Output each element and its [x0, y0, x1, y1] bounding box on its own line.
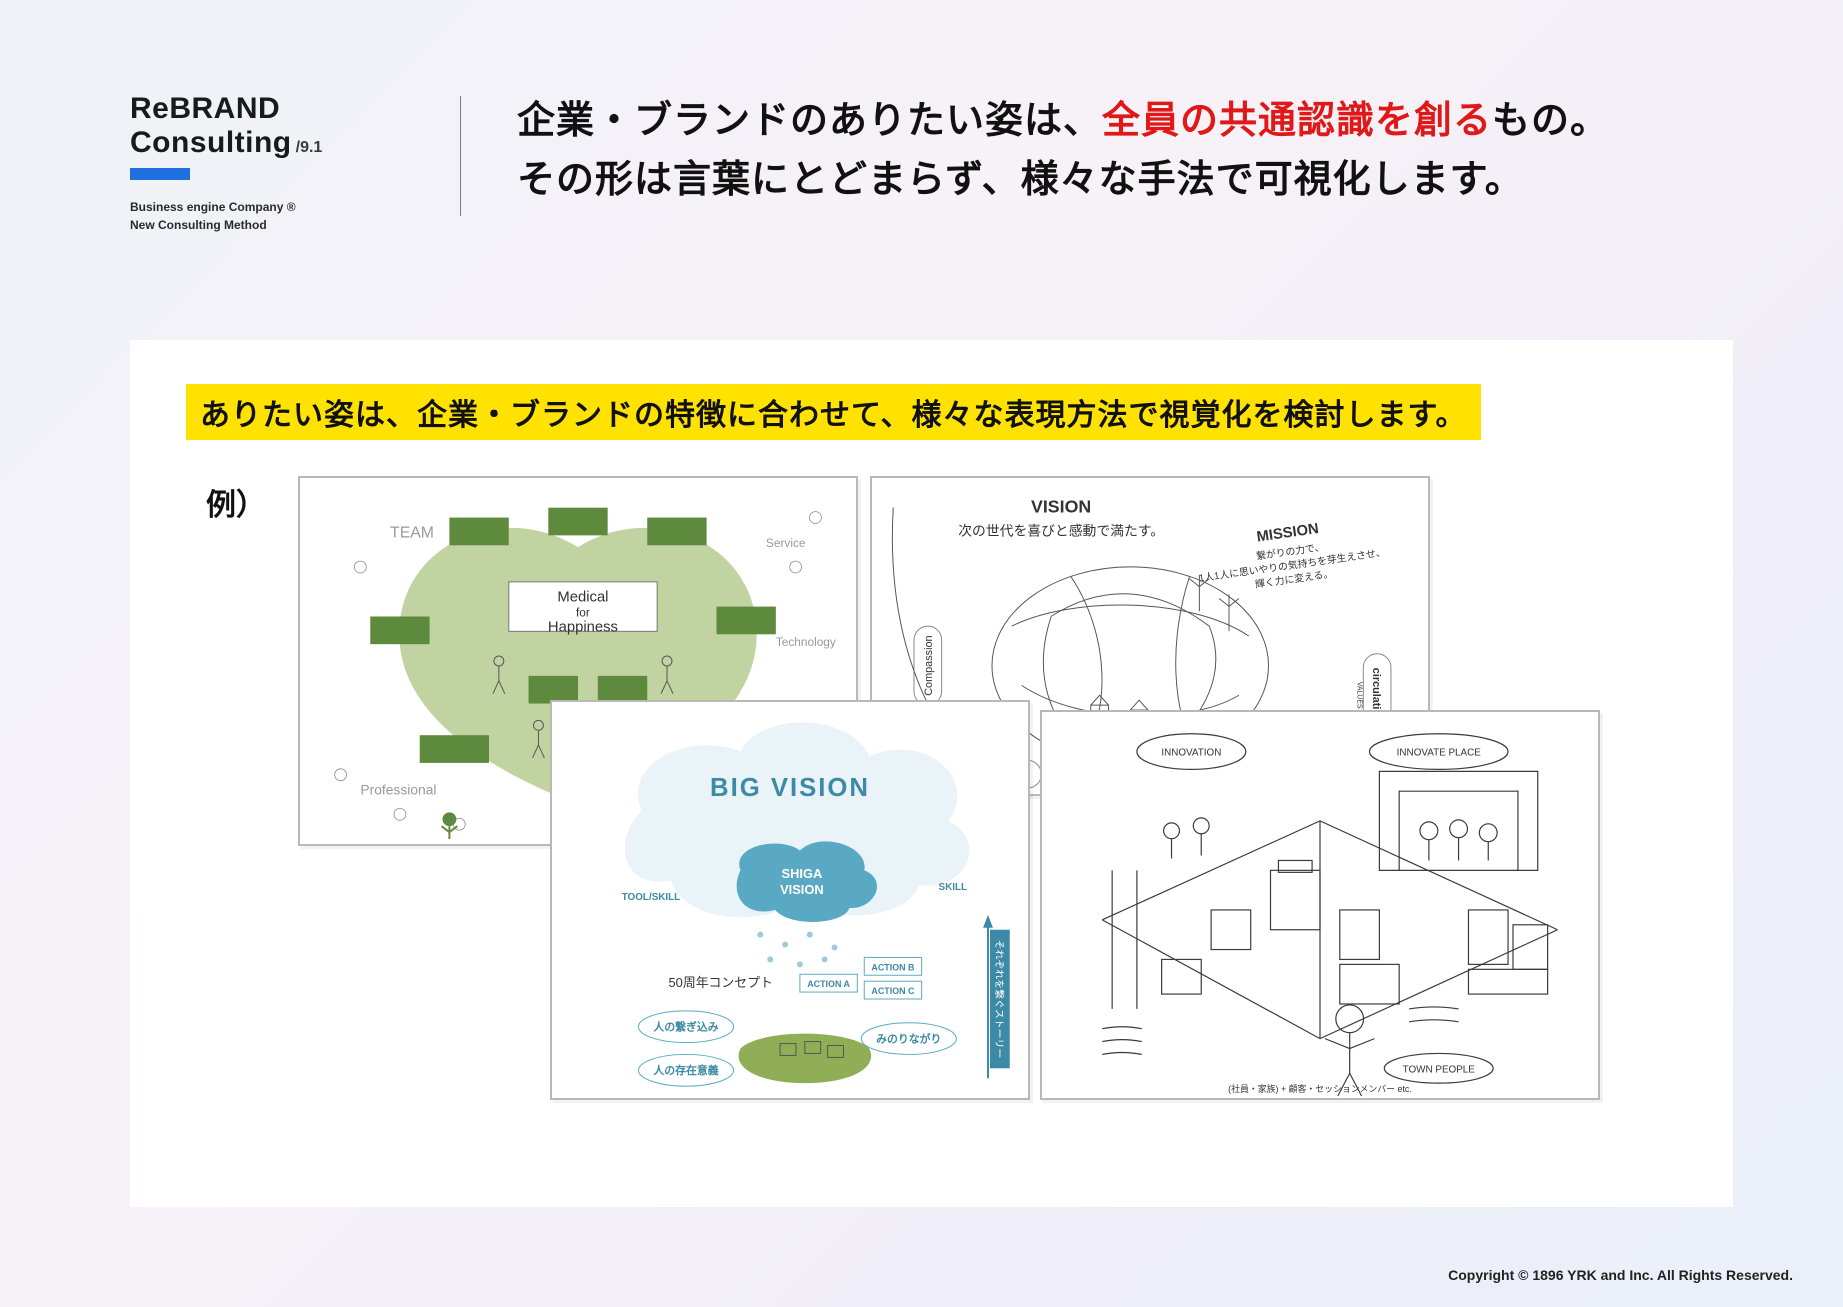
svg-text:人の繋ぎ込み: 人の繋ぎ込み: [653, 1020, 718, 1034]
card2-mission: MISSION 繋がりの力で、 1人1人に思いやりの気持ちを芽生えさせ、 輝く力…: [1193, 512, 1388, 598]
card2-vision-text: 次の世代を喜びと感動で満たす。: [958, 522, 1164, 538]
card1-team: TEAM: [390, 524, 434, 541]
svg-text:INNOVATE PLACE: INNOVATE PLACE: [1397, 748, 1482, 759]
svg-text:それぞれを繋ぐストーリー: それぞれを繋ぐストーリー: [993, 940, 1006, 1059]
logo-sub-line2: New Consulting Method: [130, 216, 430, 234]
headline-line2: その形は言葉にとどまらず、様々な手法で可視化します。: [517, 151, 1733, 210]
svg-text:ACTION C: ACTION C: [871, 986, 915, 996]
card3-svg: BIG VISION SHIGA VISION 50周年コンセプト ACTION…: [552, 702, 1028, 1098]
svg-text:Service: Service: [766, 536, 806, 550]
card1-title-l1: Medical: [557, 590, 608, 606]
card4-svg: INNOVATION INNOVATE PLACE TOWN PEOPLE (社…: [1042, 712, 1598, 1098]
example-card-4: INNOVATION INNOVATE PLACE TOWN PEOPLE (社…: [1040, 710, 1600, 1100]
svg-text:(社員・家族) + 顧客・セッションメンバー etc.: (社員・家族) + 顧客・セッションメンバー etc.: [1228, 1083, 1412, 1094]
svg-text:SKILL: SKILL: [939, 882, 968, 893]
headline-line1: 企業・ブランドのありたい姿は、全員の共通認識を創るもの。: [517, 92, 1733, 151]
svg-text:SHIGA: SHIGA: [782, 866, 823, 881]
header-divider: [460, 96, 461, 216]
svg-text:ACTION B: ACTION B: [871, 962, 915, 972]
card1-person-icon: [441, 812, 457, 839]
page-header: ReBRAND Consulting/9.1 Business engine C…: [130, 92, 1733, 234]
svg-text:INNOVATION: INNOVATION: [1161, 748, 1221, 759]
card3-rain: [757, 932, 837, 968]
svg-text:TOOL/SKILL: TOOL/SKILL: [622, 892, 681, 903]
example-label: 例）: [206, 480, 266, 524]
logo-line2: Consulting: [130, 126, 292, 160]
svg-text:人の存在意義: 人の存在意義: [653, 1063, 718, 1077]
main-panel: ありたい姿は、企業・ブランドの特徴に合わせて、様々な表現方法で視覚化を検討します…: [130, 340, 1733, 1207]
svg-text:VALUES: VALUES: [1355, 682, 1362, 709]
logo-line2-wrap: Consulting/9.1: [130, 126, 430, 160]
headline: 企業・ブランドのありたい姿は、全員の共通認識を創るもの。 その形は言葉にとどまら…: [517, 92, 1733, 210]
headline-red: 全員の共通認識を創る: [1102, 100, 1492, 142]
card1-prof: Professional: [360, 782, 436, 798]
svg-text:みのりながり: みのりながり: [876, 1032, 941, 1046]
logo-block: ReBRAND Consulting/9.1 Business engine C…: [130, 92, 430, 234]
svg-text:Compassion: Compassion: [923, 635, 935, 695]
yellow-banner: ありたい姿は、企業・ブランドの特徴に合わせて、様々な表現方法で視覚化を検討します…: [186, 384, 1481, 440]
card1-title-l2: Happiness: [548, 619, 618, 635]
card3-concept: 50周年コンセプト: [669, 975, 773, 990]
logo-subtitle: Business engine Company ® New Consulting…: [130, 198, 430, 234]
example-card-3: BIG VISION SHIGA VISION 50周年コンセプト ACTION…: [550, 700, 1030, 1100]
headline-post: もの。: [1492, 100, 1609, 142]
svg-text:TOWN PEOPLE: TOWN PEOPLE: [1403, 1064, 1476, 1075]
logo-line1: ReBRAND: [130, 92, 430, 126]
logo-sub-line1: Business engine Company ®: [130, 198, 430, 216]
headline-pre: 企業・ブランドのありたい姿は、: [517, 100, 1102, 142]
svg-text:ACTION A: ACTION A: [807, 979, 850, 989]
svg-text:MISSION: MISSION: [1256, 521, 1320, 546]
footer-copyright: Copyright © 1896 YRK and Inc. All Rights…: [1448, 1267, 1793, 1283]
card4-sketch: [1102, 734, 1557, 1096]
logo-accent-bar: [130, 168, 190, 180]
card3-bigvision: BIG VISION: [710, 774, 870, 802]
card3-actions: ACTION A ACTION B ACTION C: [800, 957, 922, 999]
card2-vision-label: VISION: [1031, 497, 1091, 517]
logo-version: /9.1: [296, 139, 323, 156]
svg-text:VISION: VISION: [780, 882, 824, 897]
svg-text:Technology: Technology: [776, 635, 836, 649]
svg-text:for: for: [576, 605, 590, 619]
